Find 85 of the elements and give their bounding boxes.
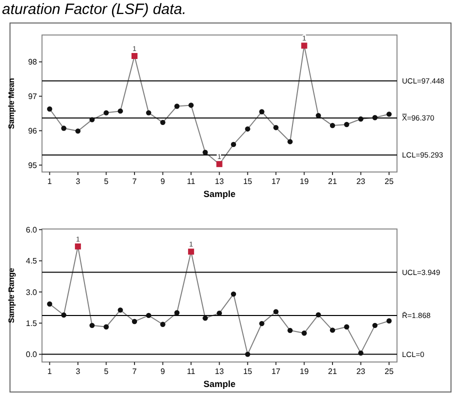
- point: [202, 150, 208, 155]
- y-tick-label: 0.0: [26, 350, 38, 360]
- point: [104, 110, 109, 116]
- y-tick-label: 3.0: [26, 288, 38, 297]
- x-tick-label: 19: [300, 367, 310, 376]
- y-axis-title: Sample Range: [7, 267, 16, 324]
- point: [216, 310, 222, 316]
- point: [386, 112, 392, 117]
- point: [302, 330, 307, 336]
- x-tick-label: 1: [47, 367, 52, 376]
- point: [146, 110, 152, 116]
- point: [259, 320, 264, 326]
- x-tick-label: 15: [243, 177, 253, 186]
- x-tick-label: 25: [384, 367, 394, 376]
- x-tick-label: 19: [300, 177, 310, 186]
- point: [344, 324, 350, 330]
- y-tick-label: 4.5: [26, 256, 38, 266]
- y-tick-label: 6.0: [26, 225, 38, 234]
- point: [89, 322, 95, 328]
- point: [287, 139, 293, 144]
- point: [230, 142, 236, 148]
- point: [47, 301, 52, 307]
- x-tick-label: 11: [186, 177, 196, 186]
- x-tick-label: 7: [132, 177, 138, 186]
- y-tick-label: 1.5: [26, 318, 38, 328]
- point: [372, 115, 378, 120]
- point: [259, 109, 264, 114]
- point: [358, 350, 364, 356]
- point: [118, 307, 123, 313]
- point: [160, 120, 166, 126]
- point: [188, 102, 194, 108]
- point: [118, 108, 123, 114]
- point: [174, 104, 180, 109]
- point: [245, 126, 250, 132]
- x-tick-label: 13: [214, 177, 224, 186]
- point: [61, 312, 66, 318]
- x-tick-label: 23: [356, 177, 366, 186]
- point: [245, 352, 250, 357]
- point: [330, 122, 336, 128]
- x-tick-label: 13: [214, 367, 224, 376]
- x-tick-label: 11: [186, 367, 196, 376]
- point: [316, 312, 321, 318]
- point: [273, 309, 279, 314]
- x-axis-title: Sample: [203, 189, 236, 199]
- x-tick-label: 21: [328, 177, 338, 186]
- x-tick-label: 3: [76, 367, 81, 376]
- point: [316, 112, 321, 118]
- point: [174, 310, 180, 316]
- point: [358, 116, 364, 122]
- point: [386, 318, 392, 324]
- point: [132, 318, 138, 324]
- x-tick-label: 23: [356, 367, 366, 376]
- x-tick-label: 7: [132, 367, 138, 376]
- x-tick-label: 17: [271, 367, 281, 376]
- point: [273, 124, 279, 130]
- x-tick-label: 21: [328, 367, 338, 376]
- x-tick-label: 5: [104, 367, 109, 376]
- x-tick-label: 3: [76, 177, 81, 186]
- point: [230, 291, 236, 297]
- x-tick-label: 17: [271, 177, 281, 186]
- point: [47, 106, 52, 112]
- x-tick-label: 1: [47, 177, 52, 186]
- point: [75, 128, 81, 134]
- point: [202, 316, 208, 321]
- point: [146, 312, 152, 318]
- x-tick-label: 15: [243, 367, 253, 376]
- y-tick-label: 98: [28, 58, 38, 67]
- y-axis-title: Sample Mean: [7, 78, 16, 130]
- y-tick-label: 97: [28, 92, 38, 102]
- y-tick-label: 95: [28, 160, 38, 170]
- x-tick-label: 25: [384, 177, 394, 186]
- y-tick-label: 96: [28, 126, 38, 136]
- text: aturation Factor (LSF) data.: [2, 1, 186, 18]
- point: [372, 322, 378, 328]
- point: [160, 322, 166, 327]
- point: [89, 117, 95, 122]
- x-tick-label: 9: [160, 367, 166, 376]
- point: [104, 324, 109, 330]
- x-tick-label: 9: [160, 177, 166, 186]
- point: [61, 126, 66, 131]
- x-tick-label: 5: [104, 177, 109, 186]
- point: [344, 122, 350, 128]
- x-axis-title: Sample: [203, 379, 236, 389]
- point: [330, 328, 336, 333]
- point: [287, 328, 293, 334]
